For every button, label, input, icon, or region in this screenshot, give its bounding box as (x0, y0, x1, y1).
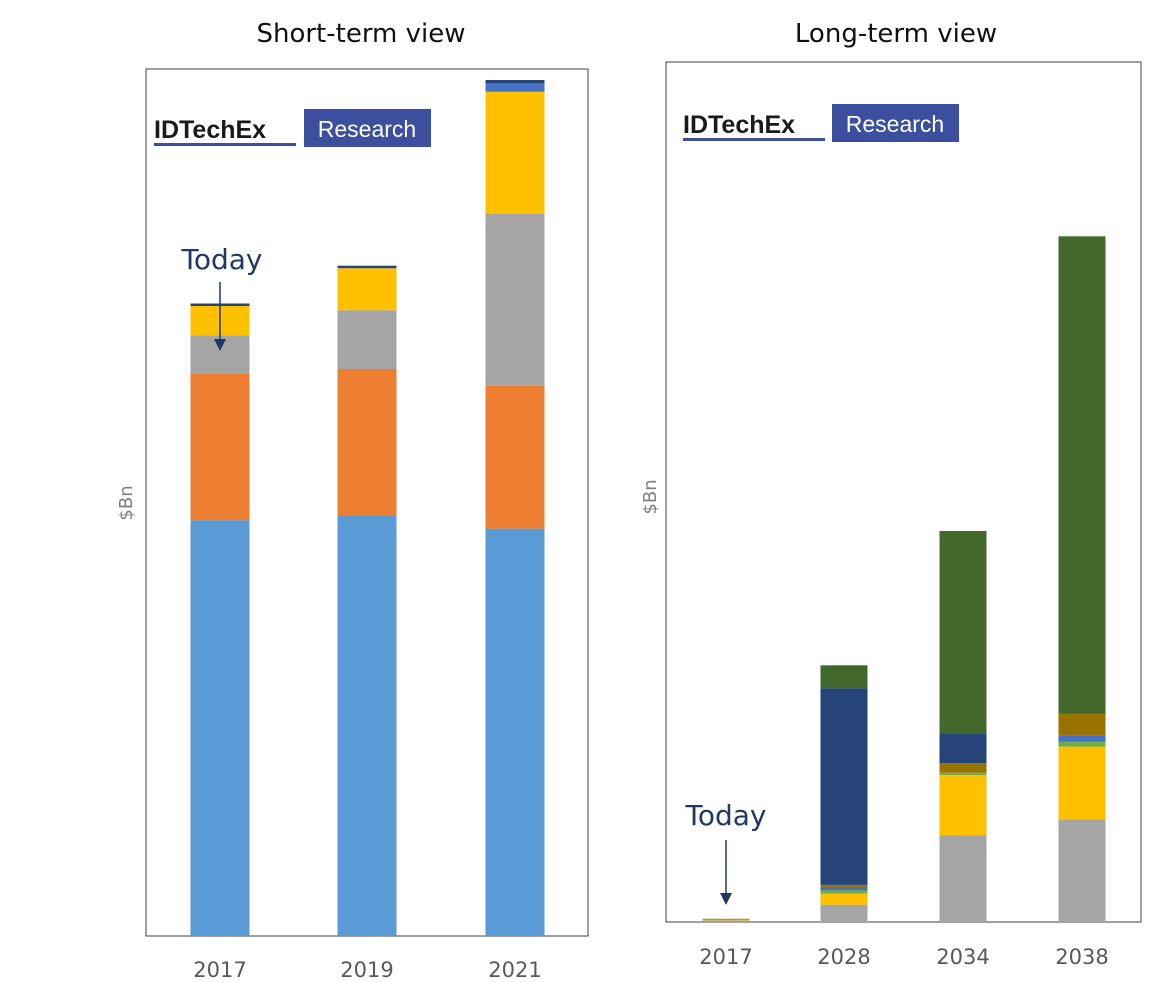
x-tick-label: 2038 (1055, 945, 1108, 969)
today-label: Today (181, 243, 263, 276)
bar-segment-2038-s6 (1058, 236, 1106, 714)
x-tick-label: 2019 (340, 958, 393, 982)
bar-segment-2038-s1 (1058, 746, 1106, 820)
long-term-logo: IDTechEx Research (683, 104, 959, 142)
bar-segment-2019-s1 (337, 369, 397, 516)
bar-segment-2019-s5 (337, 265, 397, 269)
long-term-today-annotation: Today (685, 799, 767, 905)
bar-segment-2017-s0 (702, 920, 750, 922)
logo-sub-text: Research (318, 116, 416, 142)
logo-main-text: IDTechEx (683, 111, 795, 139)
long-term-bars (702, 236, 1106, 922)
bar-segment-2034-s1 (939, 775, 987, 836)
bar-segment-2021-s5 (485, 80, 545, 84)
x-tick-label: 2034 (936, 945, 989, 969)
today-arrow-head (214, 339, 226, 351)
bar-segment-2021-s2 (485, 213, 545, 386)
short-term-chart: Short-term view $Bn IDTechEx Research 20… (116, 19, 589, 982)
bar-segment-2028-s4 (820, 884, 868, 889)
long-term-x-ticks: 2017 2028 2034 2038 (699, 945, 1108, 969)
long-term-chart: Long-term view $Bn IDTechEx Research 201… (640, 19, 1142, 969)
bar-segment-2034-s0 (939, 835, 987, 922)
bar-segment-2019-s3 (337, 268, 397, 311)
bar-segment-2028-s6 (820, 665, 868, 689)
x-tick-label: 2017 (699, 945, 752, 969)
bar-segment-2021-s1 (485, 385, 545, 529)
bar-segment-2021-s4 (485, 83, 545, 92)
bar-segment-2034-s4 (939, 763, 987, 773)
bar-segment-2028-s3 (820, 888, 868, 891)
bar-segment-2038-s2 (1058, 741, 1106, 747)
short-term-bars (190, 80, 545, 936)
logo-research-box (304, 109, 431, 147)
bar-segment-2028-s5 (820, 688, 868, 885)
x-tick-label: 2021 (488, 958, 541, 982)
x-tick-label: 2028 (817, 945, 870, 969)
bar-segment-2038-s3 (1058, 735, 1106, 742)
short-term-x-ticks: 2017 2019 2021 (193, 958, 541, 982)
today-arrow-head (720, 893, 732, 905)
bar-segment-2034-s6 (939, 531, 987, 734)
long-term-chart-title: Long-term view (795, 19, 997, 49)
long-term-plot-frame (665, 61, 1142, 923)
bar-segment-2017-s1 (702, 919, 750, 921)
short-term-today-annotation: Today (181, 243, 263, 351)
long-term-y-axis-label: $Bn (640, 479, 661, 514)
bar-segment-2017-s4 (702, 918, 750, 920)
bar-segment-2021-s3 (485, 91, 545, 214)
logo-underline (683, 138, 825, 141)
bar-segment-2038-s0 (1058, 819, 1106, 922)
bar-segment-2019-s0 (337, 516, 397, 936)
bar-segment-2028-s2 (820, 890, 868, 894)
logo-main-text: IDTechEx (154, 116, 266, 144)
short-term-y-axis-label: $Bn (116, 485, 137, 520)
logo-research-box (832, 104, 959, 142)
logo-sub-text: Research (846, 111, 944, 137)
logo-underline (154, 143, 296, 146)
bar-segment-2017-s1 (190, 373, 250, 521)
short-term-chart-title: Short-term view (256, 19, 465, 49)
x-tick-label: 2017 (193, 958, 246, 982)
bar-segment-2034-s2 (939, 772, 987, 776)
today-label: Today (685, 799, 767, 832)
bar-segment-2028-s0 (820, 904, 868, 922)
bar-segment-2028-s1 (820, 893, 868, 905)
bar-segment-2034-s5 (939, 734, 987, 764)
bar-segment-2017-s0 (190, 520, 250, 936)
bar-segment-2019-s2 (337, 310, 397, 369)
bar-segment-2038-s4 (1058, 713, 1106, 736)
bar-segment-2021-s0 (485, 528, 545, 936)
short-term-logo: IDTechEx Research (154, 109, 431, 147)
